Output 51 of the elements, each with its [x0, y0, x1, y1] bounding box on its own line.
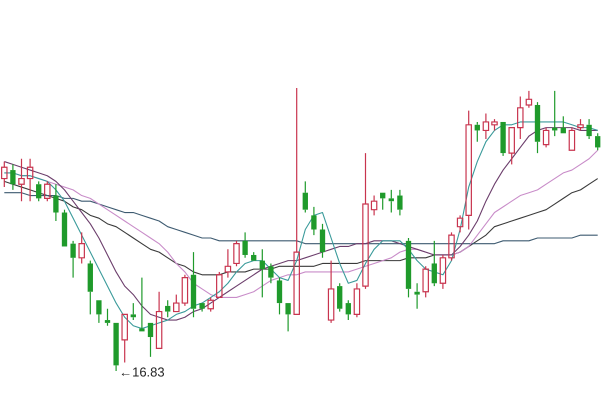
candlestick	[508, 127, 515, 166]
candlestick	[276, 277, 282, 315]
candlestick	[465, 110, 472, 230]
candlestick	[53, 184, 59, 222]
candlestick	[595, 132, 600, 151]
candlestick	[337, 282, 342, 312]
candlestick	[302, 180, 308, 214]
candlestick	[285, 303, 291, 332]
candlestick	[517, 96, 524, 140]
candlestick	[260, 248, 265, 298]
candlestick	[78, 232, 85, 264]
candlestick	[362, 152, 369, 290]
candlestick	[251, 252, 256, 261]
candlestick	[293, 87, 300, 315]
candlestick	[474, 121, 480, 142]
candlestick	[10, 164, 16, 190]
candlestick	[370, 194, 378, 216]
candlestick	[26, 158, 34, 202]
candlestick	[552, 90, 558, 137]
candlestick	[328, 260, 334, 324]
candlestick	[121, 314, 128, 364]
candlestick	[224, 248, 232, 278]
candlestick	[406, 237, 412, 298]
candlestick	[397, 189, 403, 216]
candlestick	[311, 206, 317, 236]
candlestick	[414, 282, 420, 310]
candlestick	[156, 291, 162, 349]
candlestick	[380, 192, 386, 210]
candlestick	[148, 322, 154, 358]
candlestick	[130, 302, 136, 321]
candlestick	[242, 232, 248, 258]
candlestick	[190, 252, 196, 318]
candlestick	[70, 240, 76, 278]
candlestick	[320, 223, 326, 258]
candlestick	[560, 116, 566, 134]
candlestick	[139, 277, 145, 332]
candlestick	[36, 180, 42, 202]
candlestick	[346, 300, 351, 321]
candlestick	[88, 260, 93, 315]
candlestick	[104, 308, 110, 326]
candlestick	[422, 266, 429, 298]
candlestick	[173, 294, 180, 312]
candlestick	[165, 300, 170, 318]
candlestick	[432, 240, 437, 287]
candlestick	[388, 189, 394, 214]
candlestick	[482, 112, 490, 140]
candlestick	[18, 158, 25, 202]
candlestick	[534, 102, 540, 154]
candlestick	[1, 160, 8, 188]
annotation: ←16.83	[119, 364, 165, 380]
candlestick	[526, 90, 532, 108]
